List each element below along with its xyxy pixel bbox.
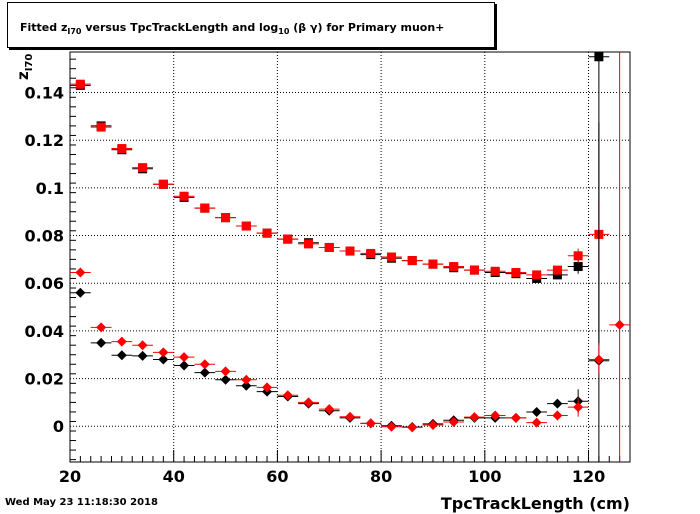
data-point-diamond xyxy=(158,354,169,365)
data-point-square xyxy=(75,79,85,89)
data-point-diamond xyxy=(345,411,355,422)
y-tick-label: 0.02 xyxy=(25,370,64,389)
data-point-diamond xyxy=(241,374,252,385)
chart-title-sub2: 10 xyxy=(278,27,290,37)
series-0 xyxy=(70,52,610,343)
data-point-square xyxy=(490,266,500,276)
data-point-square xyxy=(241,221,251,231)
chart-title: Fitted zI70 versus TpcTrackLength and lo… xyxy=(20,21,444,36)
data-point-diamond xyxy=(303,397,314,408)
data-point-diamond xyxy=(96,337,107,348)
data-point-square xyxy=(407,256,417,266)
x-tick-label: 60 xyxy=(266,467,288,486)
x-axis-label: TpcTrackLength (cm) xyxy=(441,494,630,513)
data-point-square xyxy=(221,213,231,223)
data-point-square xyxy=(324,242,334,252)
y-tick-label: 0.06 xyxy=(25,274,64,293)
data-point-diamond xyxy=(448,416,459,427)
data-point-square xyxy=(428,259,438,269)
data-point-square xyxy=(594,52,604,62)
data-point-diamond xyxy=(241,380,252,391)
data-point-square xyxy=(573,262,583,272)
data-point-diamond xyxy=(531,417,542,428)
chart-title-prefix: Fitted z xyxy=(20,21,68,34)
data-point-square xyxy=(573,251,583,261)
data-point-square xyxy=(283,234,293,244)
data-point-diamond xyxy=(179,352,190,363)
data-point-diamond xyxy=(510,412,521,423)
series-2 xyxy=(70,122,610,462)
data-point-diamond xyxy=(220,374,231,385)
data-point-square xyxy=(345,246,355,256)
x-tick-label: 100 xyxy=(468,467,501,486)
y-tick-label: 0 xyxy=(53,417,64,436)
series-1 xyxy=(70,79,610,280)
data-point-square xyxy=(304,239,314,249)
data-point-diamond xyxy=(262,382,273,393)
y-tick-label: 0.12 xyxy=(25,131,64,150)
x-tick-label: 20 xyxy=(59,467,81,486)
chart-title-mid: versus TpcTrackLength and log xyxy=(81,21,279,34)
data-point-square xyxy=(532,270,542,280)
data-point-diamond xyxy=(116,350,127,361)
data-point-square xyxy=(138,163,148,173)
data-point-diamond xyxy=(386,421,397,432)
data-point-square xyxy=(552,265,562,275)
data-point-diamond xyxy=(365,418,376,429)
data-point-diamond xyxy=(324,404,335,415)
title-box: Fitted zI70 versus TpcTrackLength and lo… xyxy=(7,2,495,48)
data-point-diamond xyxy=(137,340,148,351)
data-point-diamond xyxy=(614,319,625,330)
data-point-square xyxy=(386,252,396,262)
y-tick-label: 0.08 xyxy=(25,227,64,246)
y-tick-label: 0.04 xyxy=(25,322,64,341)
data-point-diamond xyxy=(96,322,107,333)
data-point-diamond xyxy=(199,367,210,378)
y-tick-label: 0.1 xyxy=(36,179,64,198)
data-point-square xyxy=(469,265,479,275)
data-point-square xyxy=(158,179,168,189)
x-tick-label: 120 xyxy=(572,467,605,486)
data-point-diamond xyxy=(282,390,293,401)
data-point-diamond xyxy=(552,398,563,409)
data-point-diamond xyxy=(137,350,148,361)
data-point-diamond xyxy=(158,347,169,358)
data-point-square xyxy=(449,262,459,272)
data-point-diamond xyxy=(199,359,210,370)
data-point-diamond xyxy=(75,287,86,298)
data-point-square xyxy=(96,122,106,132)
data-point-diamond xyxy=(407,422,418,433)
data-point-diamond xyxy=(593,354,604,365)
data-point-square xyxy=(200,203,210,213)
data-point-diamond xyxy=(75,267,86,278)
data-point-diamond xyxy=(179,360,190,371)
plot-frame xyxy=(69,51,631,463)
data-point-square xyxy=(552,270,562,280)
series-3 xyxy=(70,52,630,462)
data-point-diamond xyxy=(531,406,542,417)
data-point-diamond xyxy=(552,410,563,421)
data-point-diamond xyxy=(469,412,480,423)
data-point-square xyxy=(117,144,127,154)
chart-title-sub1: I70 xyxy=(67,27,82,37)
y-tick-label: 0.14 xyxy=(25,84,64,103)
data-point-diamond xyxy=(116,336,127,347)
chart-title-suffix: (β γ) for Primary muon+ xyxy=(289,21,445,34)
data-point-square xyxy=(262,228,272,238)
data-point-diamond xyxy=(427,420,438,431)
data-point-diamond xyxy=(490,410,501,421)
timestamp: Wed May 23 11:18:30 2018 xyxy=(5,497,158,508)
x-tick-label: 40 xyxy=(163,467,185,486)
data-point-square xyxy=(511,267,521,277)
y-axis-label: zI70 xyxy=(14,54,35,80)
data-point-diamond xyxy=(220,366,231,377)
x-tick-label: 80 xyxy=(370,467,392,486)
data-point-square xyxy=(179,191,189,201)
data-point-square xyxy=(366,248,376,258)
data-point-diamond xyxy=(573,402,584,413)
